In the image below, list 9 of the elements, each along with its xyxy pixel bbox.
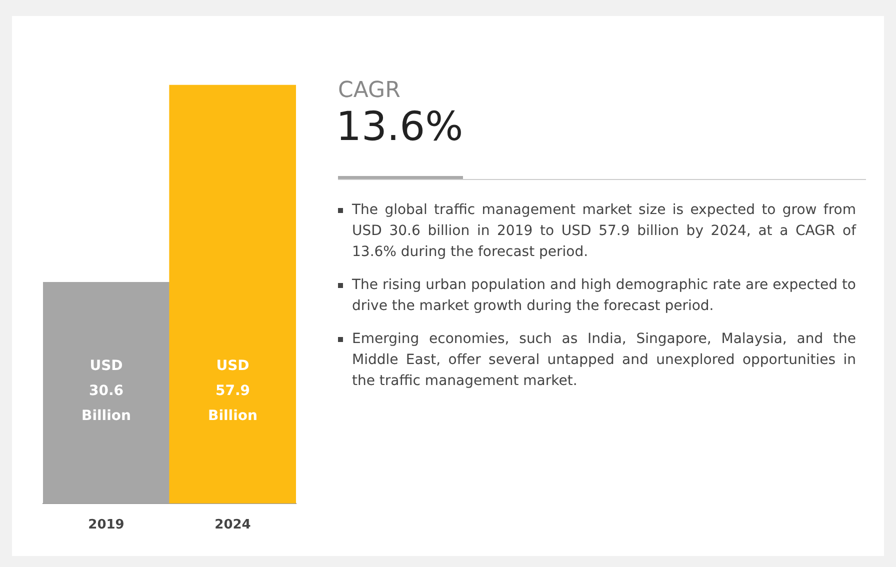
data-label: USD 30.6 Billion	[82, 358, 131, 424]
text: Emerging economies, such as India, Singapore, Malaysia, and the Middle East, offer several untapped and unexplored opportunities in the traffic management market.	[352, 330, 856, 391]
text: 13.6%	[336, 104, 464, 150]
data-label: USD 57.9 Billion	[208, 358, 258, 424]
text: CAGR	[338, 78, 400, 103]
x-tick-label: 2019	[88, 518, 124, 533]
x-tick-label: 2024	[214, 518, 251, 533]
text: The global traffic management market size is expected to grow from USD 30.6 billion in 2019 to USD 57.9 billion by 2024, at a CAGR of 13.6% during the forecast period.	[352, 201, 856, 262]
text: The rising urban population and high demographic rate are expected to drive the market growth during the forecast period.	[352, 276, 856, 316]
